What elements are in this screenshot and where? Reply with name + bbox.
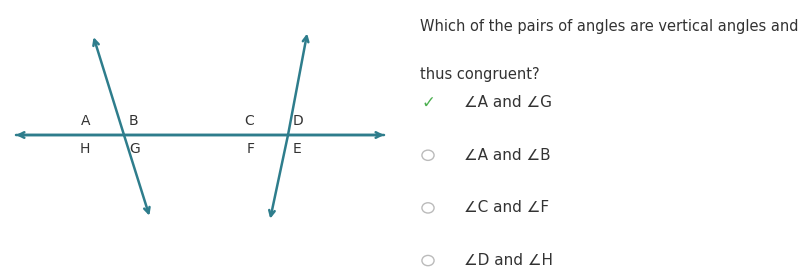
Text: C: C: [245, 114, 254, 128]
Text: thus congruent?: thus congruent?: [420, 68, 540, 83]
Text: F: F: [246, 142, 254, 156]
Text: Which of the pairs of angles are vertical angles and: Which of the pairs of angles are vertica…: [420, 19, 798, 34]
Text: H: H: [80, 142, 90, 156]
Text: ∠A and ∠G: ∠A and ∠G: [464, 95, 552, 110]
Text: ∠D and ∠H: ∠D and ∠H: [464, 253, 553, 268]
Text: B: B: [129, 114, 138, 128]
Text: A: A: [81, 114, 90, 128]
Text: G: G: [129, 142, 139, 156]
Text: D: D: [293, 114, 303, 128]
Text: ✓: ✓: [421, 94, 435, 112]
Text: E: E: [293, 142, 302, 156]
Text: ∠A and ∠B: ∠A and ∠B: [464, 148, 550, 163]
Text: ∠C and ∠F: ∠C and ∠F: [464, 200, 549, 215]
